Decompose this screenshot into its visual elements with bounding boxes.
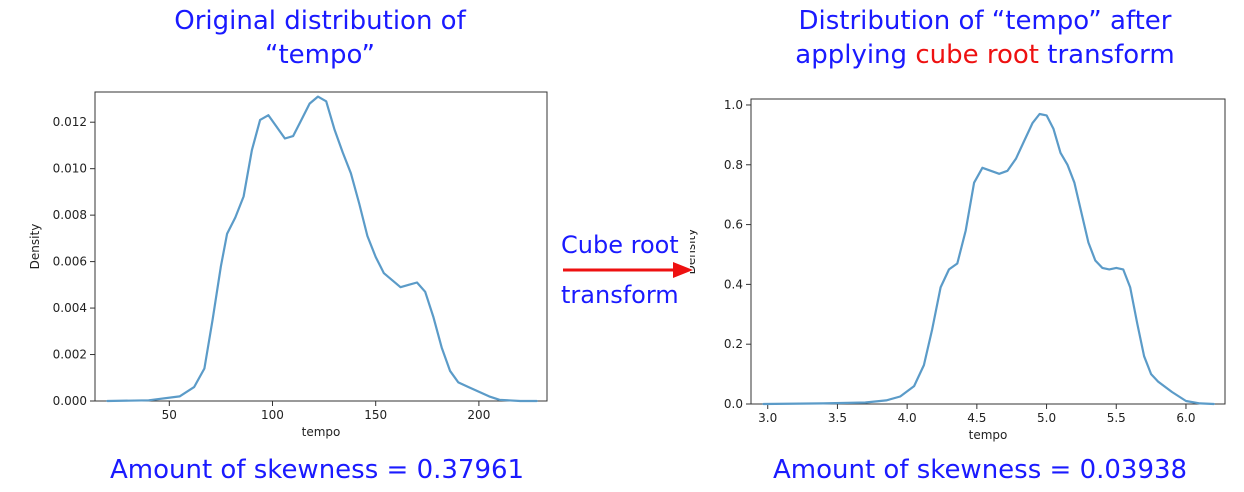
right-title-line2: applying cube root transform — [745, 38, 1225, 72]
right-x-tick-label: 5.0 — [1037, 411, 1056, 425]
left-x-tick-label: 150 — [364, 408, 387, 422]
left-y-axis-label: Density — [28, 224, 42, 270]
right-y-tick-label: 0.2 — [724, 337, 743, 351]
arrow-icon — [563, 262, 693, 278]
left-y-tick-label: 0.012 — [53, 115, 87, 129]
left-density-chart: 0.000 0.002 0.004 0.006 0.008 0.010 0.012 50 100… — [28, 91, 548, 439]
right-title-highlight: cube root — [915, 40, 1039, 70]
left-y-tick-label: 0.010 — [53, 162, 87, 176]
left-chart-title: Original distribution of “tempo” — [110, 4, 530, 72]
left-y-tick-label: 0.006 — [53, 255, 87, 269]
right-density-line — [762, 112, 1215, 406]
right-skewness-caption: Amount of skewness = 0.03938 — [773, 455, 1188, 485]
right-x-tick-label: 5.5 — [1107, 411, 1126, 425]
right-x-axis-label: tempo — [969, 428, 1008, 442]
left-y-tick-label: 0.000 — [53, 394, 87, 408]
right-plot-frame — [750, 98, 1226, 405]
left-x-tick-label: 50 — [162, 408, 177, 422]
left-y-tick-label: 0.004 — [53, 301, 87, 315]
left-x-tick-label: 200 — [467, 408, 490, 422]
arrow-label-bottom: transform — [561, 281, 679, 309]
right-y-tick-label: 0.8 — [724, 158, 743, 172]
right-y-axis-label: Density — [690, 229, 698, 275]
right-x-tick-label: 3.5 — [828, 411, 847, 425]
left-y-tick-label: 0.008 — [53, 208, 87, 222]
left-skewness-caption: Amount of skewness = 0.37961 — [110, 455, 525, 485]
right-x-tick-label: 4.0 — [898, 411, 917, 425]
right-x-tick-label: 4.5 — [967, 411, 986, 425]
right-y-tick-label: 1.0 — [724, 98, 743, 112]
left-density-line — [106, 95, 538, 403]
left-plot-frame — [94, 91, 548, 402]
right-density-chart: 0.0 0.2 0.4 0.6 0.8 1.0 3.0 3.5 4.0 4.5 5.0 5.5 6.0 t… — [690, 98, 1226, 442]
left-y-tick-label: 0.002 — [53, 348, 87, 362]
right-title-line2-post: transform — [1038, 40, 1175, 70]
left-x-tick-label: 100 — [261, 408, 284, 422]
left-title-line2: “tempo” — [265, 40, 375, 70]
left-x-axis-label: tempo — [302, 425, 341, 439]
left-title-line1: Original distribution of — [174, 6, 466, 36]
right-chart-title: Distribution of “tempo” after applying c… — [745, 4, 1225, 72]
arrow-label-top: Cube root — [561, 231, 679, 259]
right-y-tick-label: 0.6 — [724, 218, 743, 232]
right-x-tick-label: 3.0 — [758, 411, 777, 425]
right-title-line1: Distribution of “tempo” after — [798, 6, 1172, 36]
right-x-tick-label: 6.0 — [1176, 411, 1195, 425]
right-title-line2-pre: applying — [795, 40, 916, 70]
right-y-tick-label: 0.4 — [724, 277, 743, 291]
right-y-tick-label: 0.0 — [724, 397, 743, 411]
